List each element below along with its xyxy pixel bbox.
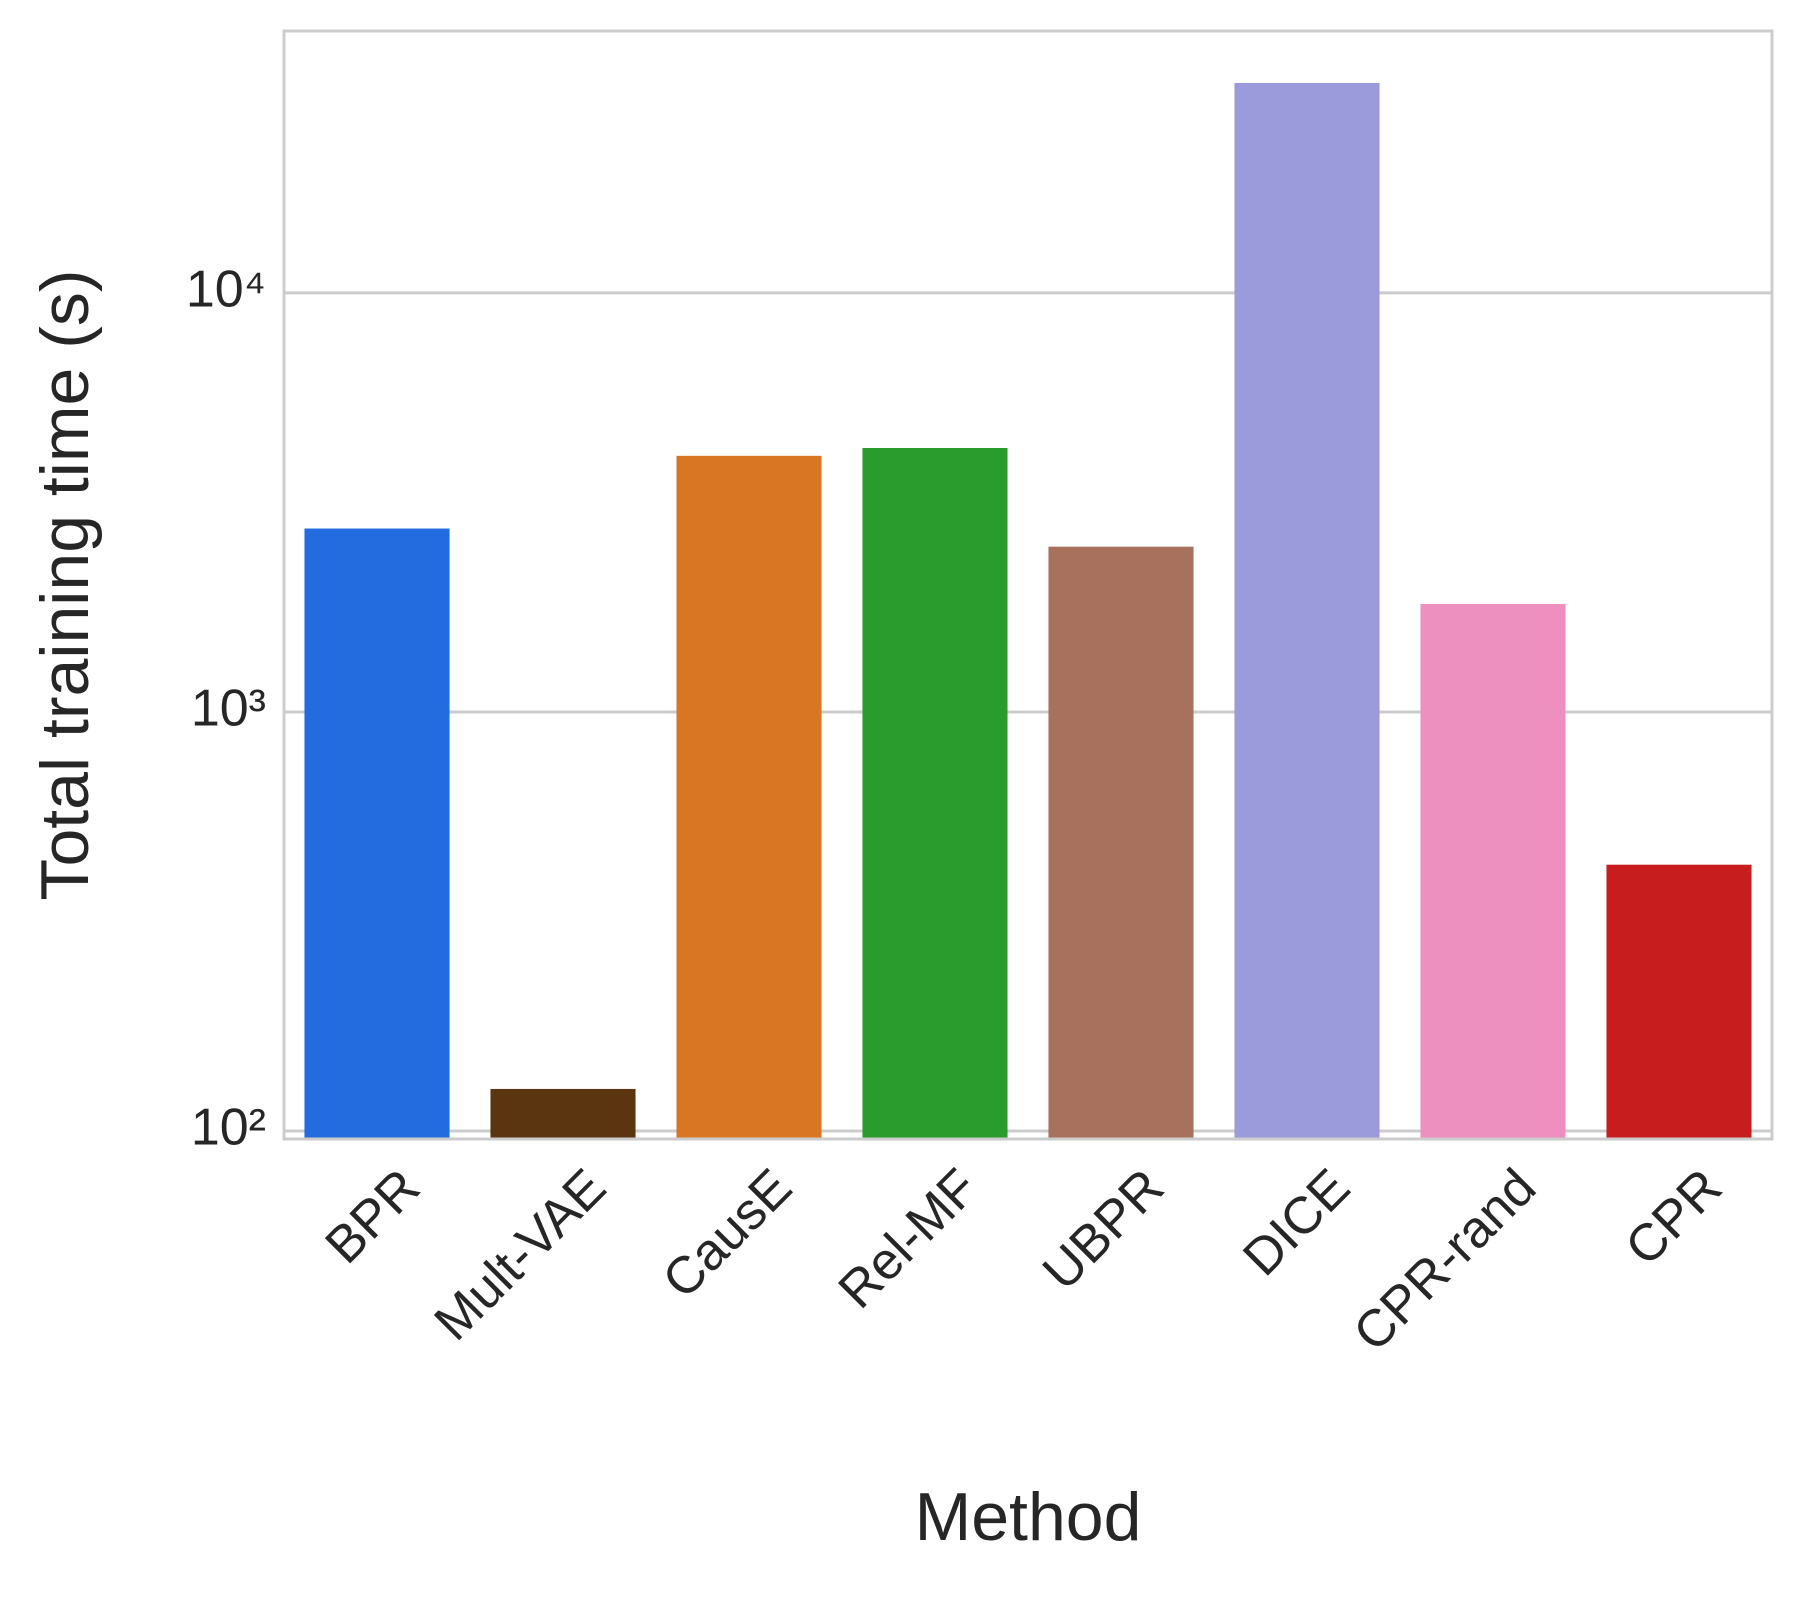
- plot-frame: [282, 29, 1774, 1141]
- x-tick-label: Rel-MF: [828, 1158, 990, 1320]
- bar: [1606, 864, 1752, 1139]
- bar: [1048, 546, 1194, 1139]
- x-tick-label: CPR-rand: [1343, 1158, 1547, 1362]
- y-tick-label: 10³: [191, 680, 266, 738]
- x-tick-label: Mult-VAE: [424, 1158, 618, 1352]
- x-tick-label: CausE: [652, 1158, 803, 1309]
- x-tick-label: BPR: [315, 1158, 432, 1275]
- y-tick-label: 10⁴: [186, 261, 266, 319]
- x-tick-label: UBPR: [1032, 1158, 1175, 1301]
- y-axis-label: Total training time (s): [27, 269, 103, 900]
- bar: [1420, 603, 1566, 1139]
- bar: [676, 455, 822, 1139]
- bar: [490, 1088, 636, 1139]
- bar: [304, 528, 450, 1139]
- y-tick-label: 10²: [191, 1099, 266, 1157]
- x-axis-label: Method: [915, 1479, 1142, 1555]
- x-tick-label: DICE: [1232, 1158, 1361, 1287]
- bar: [1234, 82, 1380, 1139]
- bar: [862, 447, 1008, 1140]
- x-tick-label: CPR: [1615, 1158, 1734, 1277]
